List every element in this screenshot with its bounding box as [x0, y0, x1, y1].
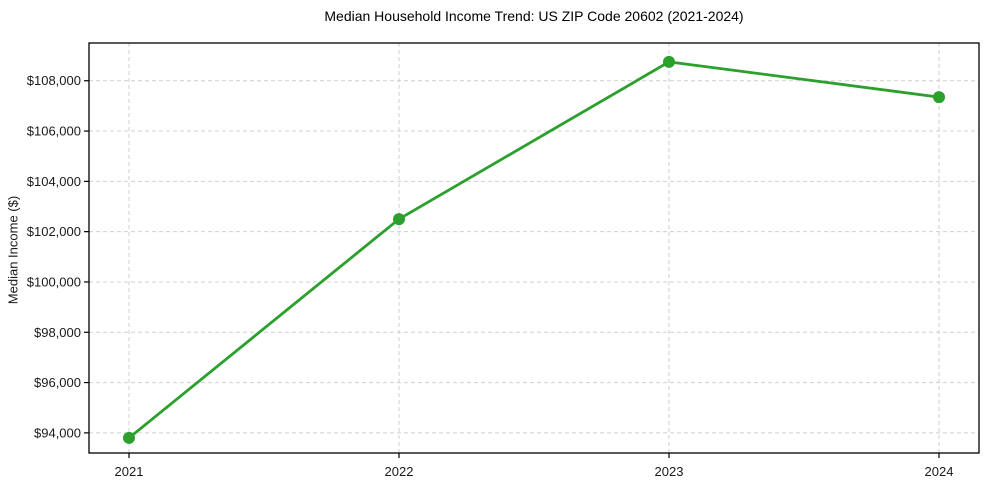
y-tick-label: $102,000	[27, 224, 81, 239]
y-tick-label: $104,000	[27, 174, 81, 189]
trend-line	[127, 60, 941, 440]
data-point-marker	[933, 91, 945, 104]
plot-border	[88, 42, 980, 454]
y-tick-label: $108,000	[27, 73, 81, 88]
data-point-marker	[393, 213, 405, 226]
y-tick-label: $106,000	[27, 124, 81, 139]
x-tick-label: 2023	[655, 464, 684, 479]
x-tick-label: 2021	[115, 464, 144, 479]
x-tick-label: 2024	[925, 464, 954, 479]
y-tick-label: $98,000	[34, 325, 81, 340]
x-tick-label: 2022	[385, 464, 414, 479]
y-axis-title: Median Income ($)	[5, 195, 21, 305]
chart-title: Median Household Income Trend: US ZIP Co…	[324, 8, 744, 24]
data-point-marker	[123, 431, 135, 444]
y-tick-label: $96,000	[34, 375, 81, 390]
y-tick-label: $100,000	[27, 274, 81, 289]
data-point-marker	[663, 55, 675, 68]
y-tick-label: $94,000	[34, 425, 81, 440]
